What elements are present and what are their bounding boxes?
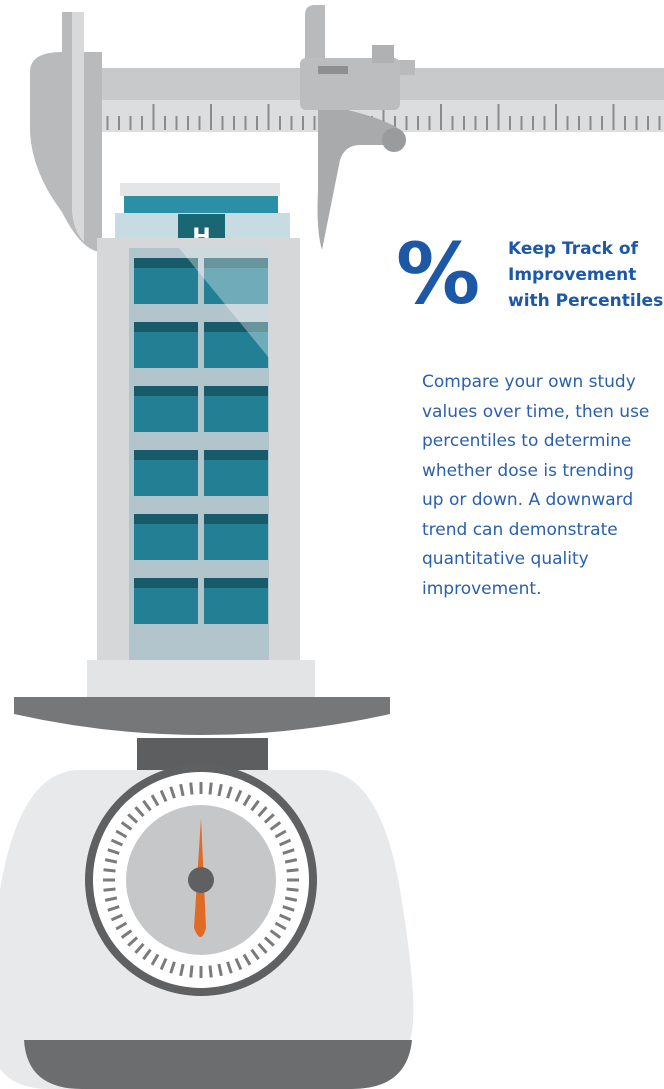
window-lintel xyxy=(134,322,198,332)
dial-tick xyxy=(104,889,116,890)
window-lintel xyxy=(134,450,198,460)
text-line: percentiles to determine xyxy=(422,427,649,457)
caliper-fixed-jaw xyxy=(30,12,102,252)
text-line: Compare your own study xyxy=(422,368,649,398)
dial-tick xyxy=(210,783,211,795)
roof-band xyxy=(124,196,278,214)
text-line: Keep Track of xyxy=(508,236,663,262)
dial-tick xyxy=(191,966,192,978)
text-line: values over time, then use xyxy=(422,398,649,428)
text-line: improvement. xyxy=(422,575,649,605)
text-line: Improvement xyxy=(508,262,663,288)
dial-tick xyxy=(287,889,299,890)
window-lintel xyxy=(134,514,198,524)
roof xyxy=(120,183,280,196)
caliper-knob xyxy=(382,128,406,152)
slider xyxy=(300,58,400,110)
window-lintel xyxy=(134,386,198,396)
scale-plate xyxy=(14,697,390,735)
dial-tick xyxy=(210,966,211,978)
dial-tick xyxy=(191,783,192,795)
window-lintel xyxy=(204,578,268,588)
percent-icon: % xyxy=(396,232,480,316)
text-line: trend can demonstrate xyxy=(422,516,649,546)
scale-foot xyxy=(24,1040,412,1089)
window-lintel xyxy=(204,386,268,396)
dial-pin xyxy=(188,867,214,893)
slider-screw xyxy=(372,45,394,63)
page: H % Keep Track ofImprovementwith Percent… xyxy=(0,0,664,1089)
window-lintel xyxy=(134,578,198,588)
building-base xyxy=(87,660,315,698)
jaw-highlight xyxy=(72,12,84,242)
window-lintel xyxy=(204,514,268,524)
dial-tick xyxy=(287,870,299,871)
slider-slot xyxy=(318,66,348,74)
text-line: with Percentiles xyxy=(508,288,663,314)
window-lintel xyxy=(204,450,268,460)
text-line: whether dose is trending xyxy=(422,457,649,487)
dial-tick xyxy=(104,870,116,871)
text-line: quantitative quality xyxy=(422,545,649,575)
window-lintel xyxy=(134,258,198,268)
text-line: up or down. A downward xyxy=(422,486,649,516)
